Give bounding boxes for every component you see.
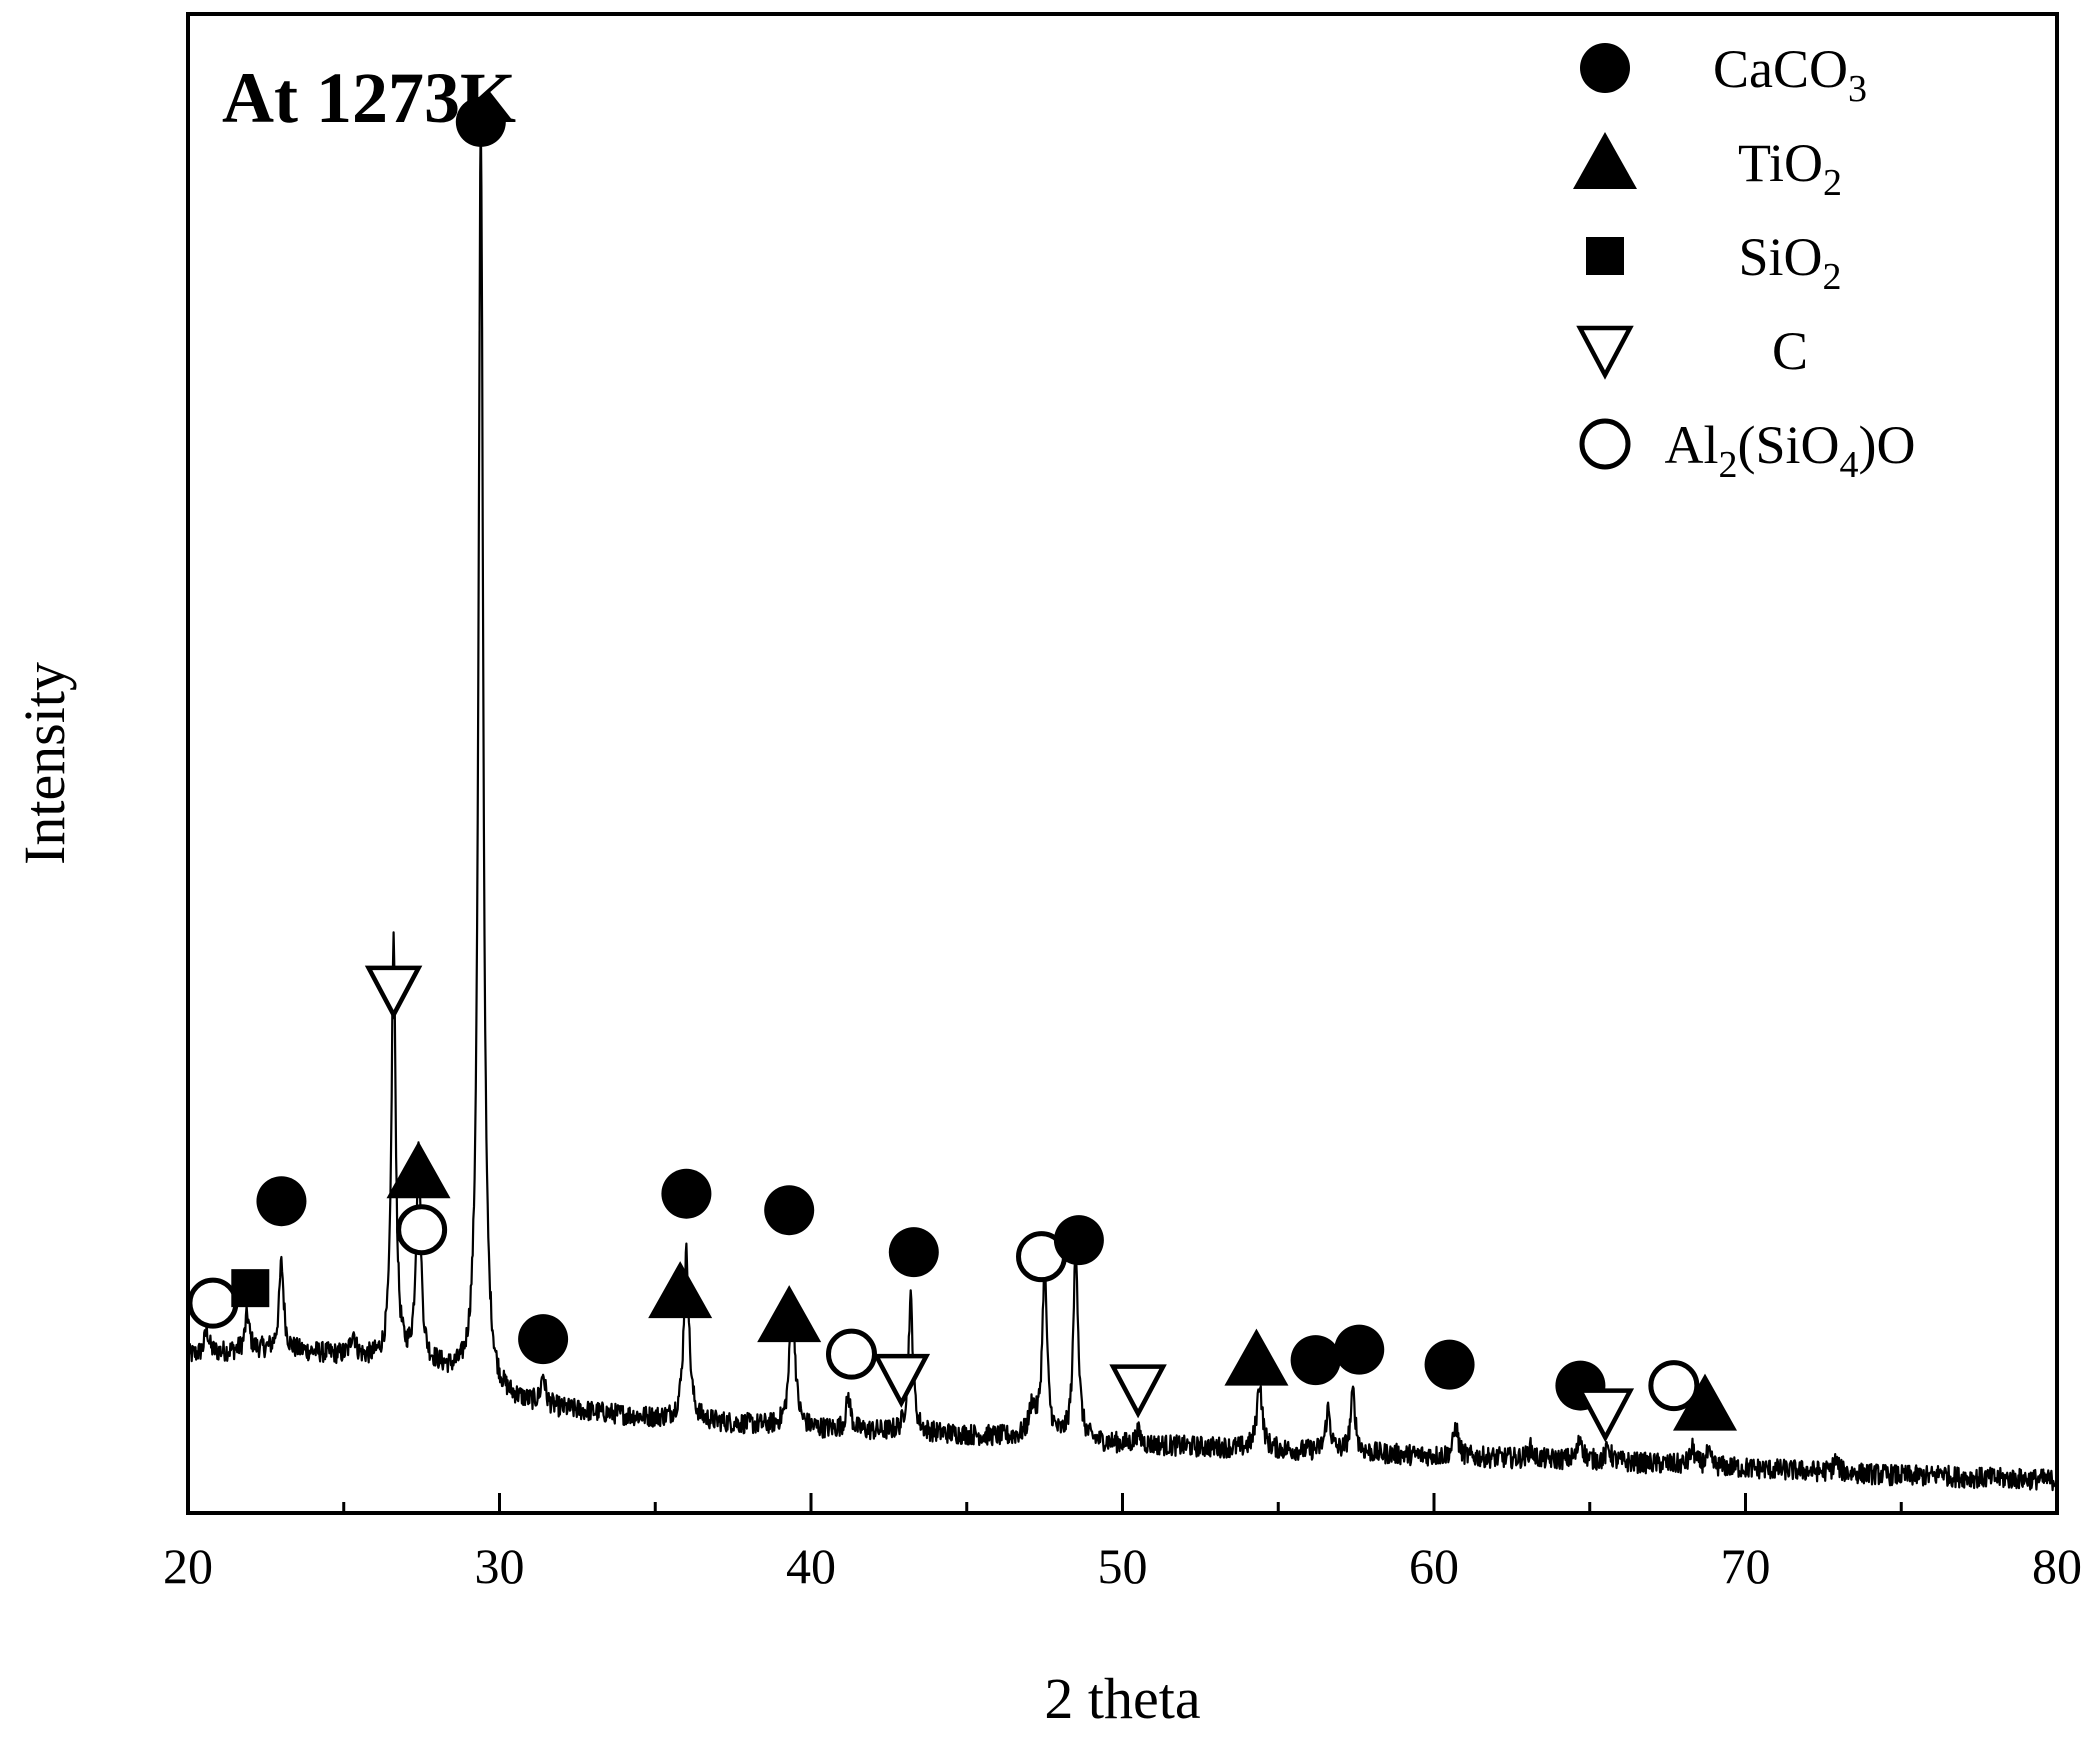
legend-marker (1573, 132, 1637, 189)
y-axis-label: Intensity (12, 662, 77, 865)
caco3-marker (888, 1227, 939, 1278)
caco3-marker (764, 1185, 815, 1236)
caco3-marker (1424, 1339, 1475, 1390)
chart-title: At 1273K (222, 58, 516, 138)
plot-area (186, 115, 2059, 1492)
caco3-marker (1053, 1215, 1104, 1266)
legend-marker (1586, 237, 1624, 275)
x-tick-label: 80 (2032, 1538, 2082, 1594)
tio2-marker (1673, 1373, 1738, 1431)
legend-label: CaCO3 (1713, 39, 1867, 110)
x-tick-label: 40 (786, 1538, 836, 1594)
tio2-marker (757, 1285, 822, 1343)
c-marker (1576, 1388, 1635, 1443)
legend-marker (1576, 325, 1634, 380)
c-marker (872, 1353, 931, 1408)
caco3-marker (518, 1314, 569, 1365)
caco3-marker (661, 1168, 712, 1219)
c-marker (364, 965, 423, 1020)
caco3-marker (1290, 1335, 1341, 1386)
legend: CaCO3 TiO2 SiO2 C Al2(SiO4)O (1573, 39, 1916, 486)
sio2-marker (231, 1269, 270, 1308)
al2sio4o-marker (825, 1328, 877, 1380)
c-marker (1109, 1364, 1167, 1419)
x-tick-label: 30 (475, 1538, 525, 1594)
x-tick-label: 20 (163, 1538, 213, 1594)
tio2-marker (1224, 1328, 1289, 1386)
x-tick-label: 60 (1409, 1538, 1459, 1594)
al2sio4o-marker (1648, 1360, 1700, 1412)
caco3-marker (1334, 1324, 1385, 1375)
legend-label: C (1772, 321, 1808, 381)
series-line (186, 115, 2059, 1492)
x-tick-label: 70 (1721, 1538, 1771, 1594)
legend-marker (1579, 418, 1631, 470)
tio2-marker (386, 1141, 451, 1199)
peak-markers (187, 96, 1738, 1443)
al2sio4o-marker (396, 1204, 448, 1256)
legend-label: TiO2 (1738, 133, 1842, 204)
tio2-marker (648, 1261, 713, 1319)
axes: 20 30 40 50 60 70 80 (163, 12, 2082, 1594)
x-tick-label: 50 (1098, 1538, 1148, 1594)
legend-label: Al2(SiO4)O (1665, 415, 1916, 486)
caco3-marker (256, 1176, 307, 1227)
al2sio4o-marker (187, 1277, 239, 1329)
x-axis-label: 2 theta (1044, 1666, 1200, 1731)
legend-marker (1580, 43, 1630, 93)
caco3-marker (455, 96, 506, 147)
legend-label: SiO2 (1738, 227, 1841, 298)
